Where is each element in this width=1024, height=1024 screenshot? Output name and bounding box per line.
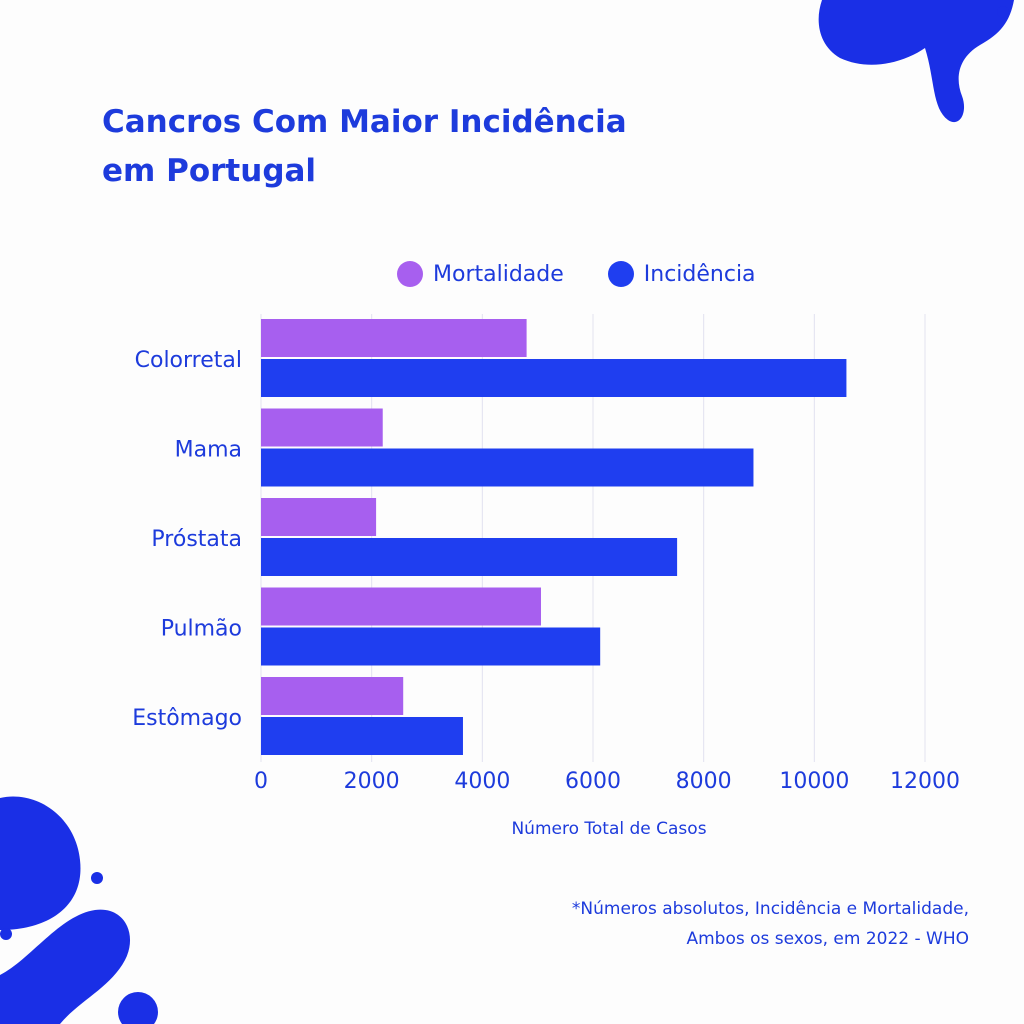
- source-note-line-1: *Números absolutos, Incidência e Mortali…: [571, 899, 969, 919]
- x-tick-label-1: 2000: [344, 769, 400, 794]
- bottom-left-splash-blob: [0, 796, 81, 930]
- legend-swatch-mortalidade: [397, 261, 423, 287]
- bottom-left-splash-dot-small: [91, 872, 103, 884]
- bar-incidência-3: [261, 627, 601, 666]
- x-tick-label-6: 12000: [890, 769, 960, 794]
- bar-incidência-2: [261, 538, 678, 576]
- bottom-left-splash-dot-large: [0, 928, 12, 940]
- x-axis-title: Número Total de Casos: [511, 819, 706, 839]
- legend-label-incidencia: Incidência: [643, 261, 756, 287]
- x-tick-label-0: 0: [254, 769, 268, 794]
- x-tick-label-4: 8000: [676, 769, 732, 794]
- source-note-line-2: Ambos os sexos, em 2022 - WHO: [686, 929, 969, 949]
- category-label-0: Colorretal: [135, 348, 242, 373]
- bar-mortalidade-3: [261, 587, 541, 626]
- x-tick-label-5: 10000: [779, 769, 849, 794]
- x-tick-label-3: 6000: [565, 769, 621, 794]
- source-note: *Números absolutos, Incidência e Mortali…: [572, 894, 969, 954]
- category-label-4: Estômago: [132, 706, 242, 731]
- bottom-left-splash-dot-bottom: [118, 992, 158, 1024]
- category-label-2: Próstata: [151, 527, 242, 552]
- chart-title-line-2: em Portugal: [102, 153, 317, 189]
- legend-item-mortalidade: Mortalidade: [397, 261, 564, 287]
- bottom-left-splash-arm: [0, 909, 131, 1024]
- bar-mortalidade-1: [261, 408, 383, 447]
- top-right-splash-shape: [818, 0, 1014, 123]
- legend-label-mortalidade: Mortalidade: [433, 261, 564, 287]
- chart-legend: Mortalidade Incidência: [397, 258, 800, 290]
- x-tick-label-2: 4000: [454, 769, 510, 794]
- chart-title-line-1: Cancros Com Maior Incidência: [102, 104, 627, 140]
- legend-item-incidencia: Incidência: [607, 261, 756, 287]
- category-label-1: Mama: [175, 437, 242, 462]
- bar-mortalidade-0: [261, 319, 527, 357]
- bar-mortalidade-4: [261, 677, 404, 715]
- chart-title: Cancros Com Maior Incidência em Portugal: [102, 98, 722, 196]
- bar-incidência-1: [261, 448, 754, 487]
- category-label-3: Pulmão: [161, 616, 242, 641]
- legend-swatch-incidencia: [607, 261, 634, 287]
- bar-incidência-0: [261, 359, 847, 397]
- bar-mortalidade-2: [261, 498, 377, 536]
- top-right-splash-dot: [997, 6, 1009, 18]
- bar-incidência-4: [261, 717, 463, 755]
